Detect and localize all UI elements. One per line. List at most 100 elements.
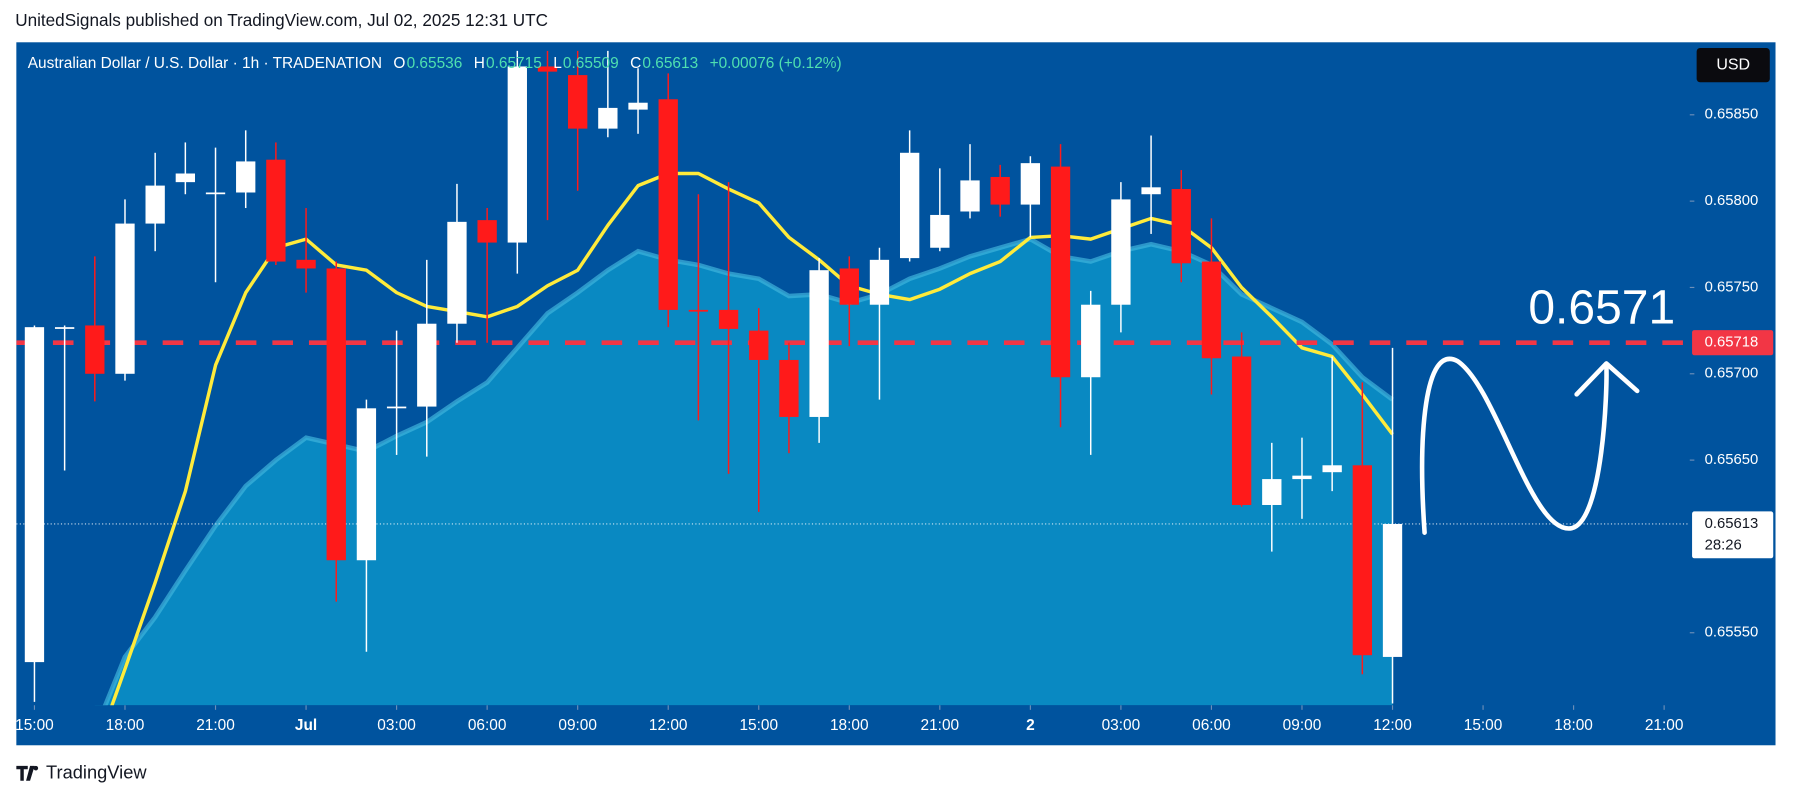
candle-body bbox=[1262, 479, 1282, 505]
axes: 0.65850 0.65800 0.65750 0.65700 0.65650 0.655… bbox=[15, 107, 1774, 734]
x-tick-label: 15:00 bbox=[1464, 717, 1503, 734]
candle-body bbox=[628, 102, 648, 110]
x-tick-label: 21:00 bbox=[1645, 717, 1684, 734]
candle-body bbox=[1352, 465, 1372, 656]
candle-body bbox=[930, 214, 950, 248]
candle-body bbox=[568, 75, 588, 129]
candle-body bbox=[718, 309, 739, 329]
legend-ohlc-key: O bbox=[393, 55, 405, 72]
x-tick-label: 06:00 bbox=[1192, 717, 1231, 734]
x-tick-label: 21:00 bbox=[196, 717, 235, 734]
legend-ohlc-key: C bbox=[630, 55, 641, 72]
candle-body bbox=[598, 107, 618, 129]
header-title: UnitedSignals published on TradingView.c… bbox=[15, 10, 548, 30]
candle-body bbox=[537, 66, 558, 72]
legend-ohlc-key: H bbox=[474, 55, 485, 72]
x-tick-label: 18:00 bbox=[106, 717, 145, 734]
legend-ohlc-value: 0.65536 bbox=[407, 55, 463, 72]
candle-body bbox=[1382, 523, 1403, 657]
candle-body bbox=[477, 220, 497, 243]
candle-body bbox=[990, 176, 1010, 205]
x-tick-label: 18:00 bbox=[1554, 717, 1593, 734]
y-tick-label: 0.65750 bbox=[1705, 279, 1759, 295]
annotation: 0.6571 bbox=[1528, 282, 1675, 335]
brand-name: TradingView bbox=[46, 762, 147, 783]
candle-body bbox=[145, 185, 165, 224]
candle-body bbox=[85, 325, 105, 374]
candle-body bbox=[24, 327, 45, 663]
legend-ohlc-value: 0.65715 bbox=[486, 55, 542, 72]
candle-body bbox=[1081, 304, 1101, 378]
candle-body bbox=[960, 180, 980, 212]
x-tick-label: 06:00 bbox=[468, 717, 507, 734]
plot-area: 0.6571 bbox=[16, 50, 1690, 706]
x-tick-label: 15:00 bbox=[739, 717, 778, 734]
candle-body bbox=[447, 221, 467, 324]
candle-body bbox=[236, 161, 256, 193]
candle-body bbox=[1292, 475, 1312, 480]
candle-body bbox=[1050, 166, 1071, 378]
x-tick-label: 03:00 bbox=[377, 717, 416, 734]
x-tick-label: 09:00 bbox=[1283, 717, 1322, 734]
candle-body bbox=[1111, 199, 1131, 305]
candle-body bbox=[839, 268, 859, 305]
drawn-arrowhead bbox=[1574, 361, 1640, 397]
candle-body bbox=[1201, 261, 1222, 359]
x-tick-label: 15:00 bbox=[15, 717, 54, 734]
x-tick-label: 09:00 bbox=[558, 717, 597, 734]
candle-body bbox=[658, 99, 678, 310]
x-tick-label: 18:00 bbox=[830, 717, 869, 734]
candle-body bbox=[899, 152, 920, 259]
y-tick-label: 0.65650 bbox=[1705, 452, 1759, 468]
legend-symbol: Australian Dollar / U.S. Dollar · 1h · T… bbox=[28, 55, 382, 72]
legend-ohlc-key: L bbox=[553, 55, 562, 72]
candle-body bbox=[1141, 187, 1161, 195]
legend: Australian Dollar / U.S. Dollar · 1h · T… bbox=[28, 55, 842, 72]
y-tick-label: 0.65800 bbox=[1705, 193, 1759, 209]
x-tick-label: 2 bbox=[1026, 717, 1035, 734]
candle-body bbox=[1231, 356, 1252, 505]
candle-body bbox=[54, 327, 75, 329]
candle-body bbox=[507, 66, 527, 243]
currency-label: USD bbox=[1716, 56, 1750, 73]
y-tick-label: 0.65850 bbox=[1705, 107, 1759, 123]
y-tick-label: 0.65700 bbox=[1705, 366, 1759, 382]
candle-body bbox=[296, 259, 316, 269]
candle-body bbox=[688, 309, 709, 312]
candle-body bbox=[779, 359, 799, 417]
currency-button[interactable] bbox=[1696, 48, 1770, 83]
countdown-label: 28:26 bbox=[1705, 538, 1742, 554]
hline-price-label: 0.65718 bbox=[1705, 335, 1759, 351]
candle-body bbox=[1322, 465, 1342, 473]
candle-body bbox=[1171, 189, 1191, 264]
legend-ohlc-value: 0.65509 bbox=[563, 55, 619, 72]
y-tick-label: 0.65550 bbox=[1705, 625, 1759, 641]
candle-body bbox=[749, 330, 769, 360]
candle-body bbox=[356, 408, 377, 561]
x-tick-label: 12:00 bbox=[649, 717, 688, 734]
legend-ohlc-value: 0.65613 bbox=[642, 55, 698, 72]
candle-body bbox=[205, 192, 226, 195]
candle-body bbox=[417, 323, 437, 407]
last-price-label: 0.65613 bbox=[1705, 516, 1759, 532]
candle-body bbox=[1020, 163, 1041, 205]
x-tick-label: 12:00 bbox=[1373, 717, 1412, 734]
candle-body bbox=[869, 259, 890, 305]
x-tick-label: Jul bbox=[295, 717, 317, 734]
hline-price-box bbox=[1692, 330, 1774, 356]
brand-logo bbox=[16, 765, 39, 781]
candle-body bbox=[175, 173, 196, 183]
legend-change: +0.00076 (+0.12%) bbox=[710, 55, 842, 72]
candle-body bbox=[266, 159, 286, 262]
overlay bbox=[1419, 356, 1640, 535]
candle-body bbox=[809, 270, 829, 417]
x-tick-label: 03:00 bbox=[1102, 717, 1141, 734]
candle-body bbox=[326, 268, 346, 561]
x-tick-label: 21:00 bbox=[921, 717, 960, 734]
drawn-curve bbox=[1419, 356, 1609, 535]
candle-body bbox=[115, 223, 135, 374]
candle-body bbox=[386, 406, 407, 409]
last-price-box bbox=[1692, 511, 1774, 559]
